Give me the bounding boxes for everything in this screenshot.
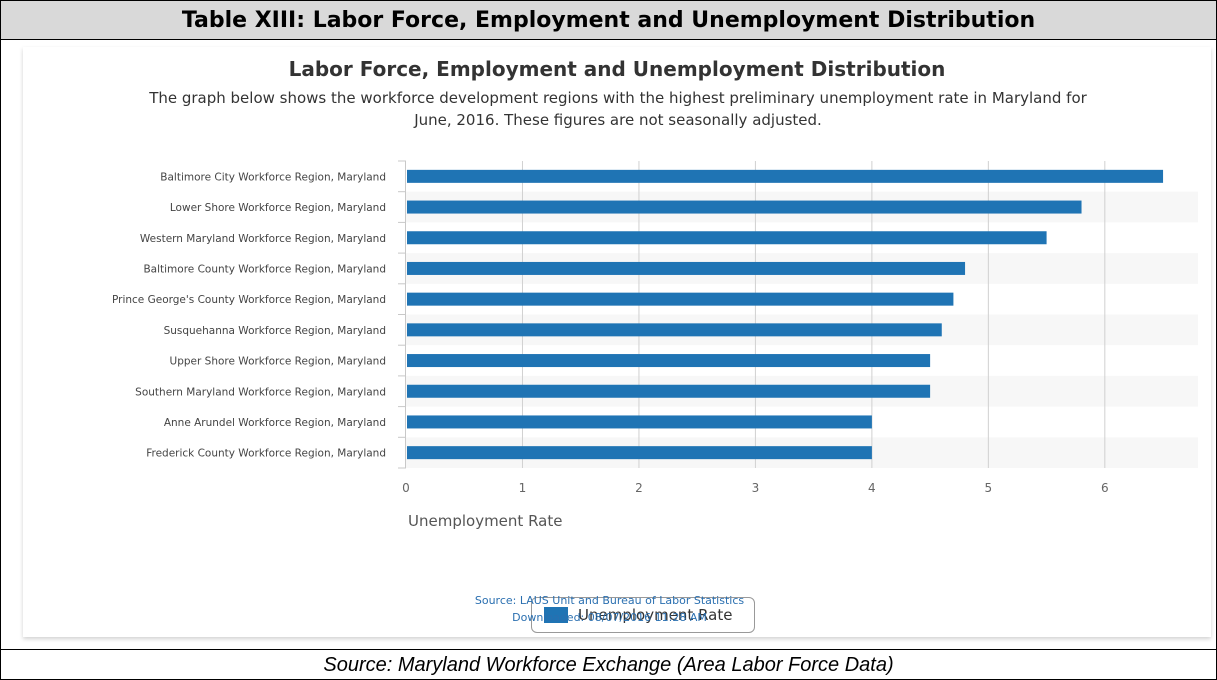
chart-panel: Labor Force, Employment and Unemployment…: [23, 47, 1211, 637]
bar: [407, 200, 1082, 214]
legend-swatch: [544, 607, 568, 623]
bar: [407, 231, 1047, 245]
bar: [407, 415, 872, 429]
x-tick-label: 0: [402, 481, 410, 495]
chart-download-date: Downloaded: 08/07/2016 11:28 AM: [512, 611, 707, 624]
bar: [407, 384, 931, 398]
category-label: Southern Maryland Workforce Region, Mary…: [135, 386, 386, 398]
category-label: Anne Arundel Workforce Region, Maryland: [164, 417, 386, 429]
chart-subtitle-line-2: June, 2016. These figures are not season…: [414, 111, 822, 129]
category-label: Baltimore County Workforce Region, Maryl…: [143, 263, 386, 275]
legend[interactable]: Unemployment Rate: [531, 597, 755, 633]
bar: [407, 323, 942, 337]
table-footer-source: Source: Maryland Workforce Exchange (Are…: [1, 649, 1216, 680]
table-title: Table XIII: Labor Force, Employment and …: [1, 1, 1216, 40]
chart-source: Source: LAUS Unit and Bureau of Labor St…: [474, 594, 745, 607]
chart-subtitle: The graph below shows the workforce deve…: [63, 87, 1173, 131]
x-tick-label: 2: [635, 481, 643, 495]
x-tick-label: 1: [519, 481, 527, 495]
category-label: Prince George's County Workforce Region,…: [112, 294, 386, 306]
x-tick-label: 5: [985, 481, 993, 495]
category-label: Western Maryland Workforce Region, Maryl…: [140, 233, 386, 245]
chart-subtitle-line-1: The graph below shows the workforce deve…: [149, 89, 1087, 107]
x-tick-label: 4: [868, 481, 876, 495]
category-label: Susquehanna Workforce Region, Maryland: [164, 325, 386, 337]
bar-chart: 0 1 2 3 4 5 6 Baltimore City Workforce Region, …: [112, 160, 1198, 530]
bar: [407, 292, 954, 306]
bar: [407, 169, 1164, 183]
category-label: Baltimore City Workforce Region, Marylan…: [160, 171, 386, 183]
x-tick-label: 6: [1101, 481, 1109, 495]
bar: [407, 354, 931, 368]
category-label: Lower Shore Workforce Region, Maryland: [170, 202, 386, 214]
x-axis-title: Unemployment Rate: [408, 512, 562, 530]
category-label: Upper Shore Workforce Region, Maryland: [170, 356, 386, 368]
chart-title: Labor Force, Employment and Unemployment…: [288, 57, 946, 81]
category-label: Frederick County Workforce Region, Maryl…: [146, 448, 386, 460]
bar: [407, 261, 966, 275]
x-tick-label: 3: [752, 481, 760, 495]
bar: [407, 446, 872, 460]
legend-label: Unemployment Rate: [578, 606, 733, 624]
